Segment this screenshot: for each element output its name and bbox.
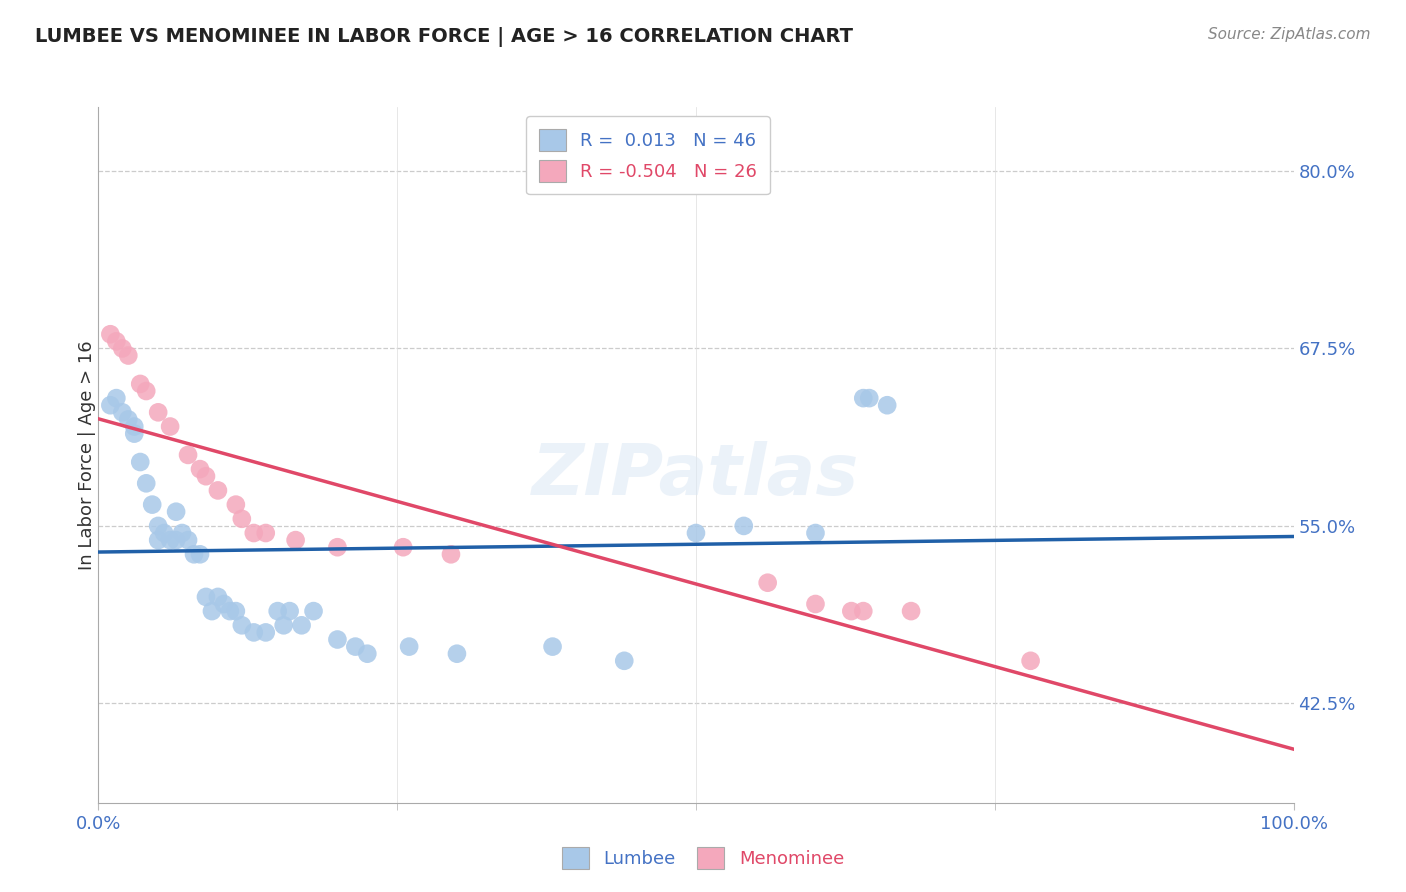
Point	[148, 405, 170, 419]
Point	[267, 604, 290, 618]
Point	[326, 632, 349, 647]
Point	[254, 526, 277, 541]
Point	[135, 384, 157, 398]
Point	[291, 618, 314, 632]
Point	[685, 526, 707, 541]
Point	[876, 398, 898, 412]
Text: Source: ZipAtlas.com: Source: ZipAtlas.com	[1208, 27, 1371, 42]
Point	[201, 604, 224, 618]
Point	[148, 519, 170, 533]
Point	[153, 526, 176, 541]
Point	[141, 498, 163, 512]
Point	[177, 448, 200, 462]
Point	[231, 512, 253, 526]
Legend: R =  0.013   N = 46, R = -0.504   N = 26: R = 0.013 N = 46, R = -0.504 N = 26	[526, 116, 770, 194]
Point	[440, 547, 463, 561]
Point	[219, 604, 242, 618]
Point	[124, 426, 146, 441]
Point	[852, 604, 875, 618]
Point	[148, 533, 170, 548]
Point	[105, 391, 128, 405]
Point	[541, 640, 564, 654]
Point	[254, 625, 277, 640]
Point	[841, 604, 863, 618]
Point	[165, 505, 187, 519]
Point	[852, 391, 875, 405]
Point	[392, 540, 415, 554]
Point	[195, 469, 218, 483]
Point	[225, 498, 247, 512]
Point	[900, 604, 922, 618]
Point	[188, 547, 211, 561]
Point	[858, 391, 880, 405]
Legend: Lumbee, Menominee: Lumbee, Menominee	[553, 838, 853, 879]
Point	[129, 376, 152, 391]
Point	[225, 604, 247, 618]
Point	[195, 590, 218, 604]
Point	[207, 483, 229, 498]
Point	[613, 654, 636, 668]
Point	[284, 533, 307, 548]
Point	[756, 575, 779, 590]
Point	[278, 604, 301, 618]
Point	[446, 647, 468, 661]
Point	[231, 618, 253, 632]
Point	[129, 455, 152, 469]
Point	[172, 526, 194, 541]
Point	[117, 349, 139, 363]
Point	[398, 640, 420, 654]
Point	[212, 597, 235, 611]
Point	[804, 526, 827, 541]
Point	[804, 597, 827, 611]
Point	[273, 618, 295, 632]
Point	[1019, 654, 1042, 668]
Point	[159, 419, 181, 434]
Text: LUMBEE VS MENOMINEE IN LABOR FORCE | AGE > 16 CORRELATION CHART: LUMBEE VS MENOMINEE IN LABOR FORCE | AGE…	[35, 27, 853, 46]
Point	[98, 398, 122, 412]
Text: ZIPatlas: ZIPatlas	[533, 442, 859, 510]
Y-axis label: In Labor Force | Age > 16: In Labor Force | Age > 16	[79, 340, 96, 570]
Point	[207, 590, 229, 604]
Point	[326, 540, 349, 554]
Point	[135, 476, 157, 491]
Point	[356, 647, 378, 661]
Point	[183, 547, 205, 561]
Point	[111, 405, 134, 419]
Point	[302, 604, 325, 618]
Point	[165, 533, 187, 548]
Point	[111, 342, 134, 356]
Point	[177, 533, 200, 548]
Point	[243, 526, 266, 541]
Point	[344, 640, 367, 654]
Point	[105, 334, 128, 349]
Point	[243, 625, 266, 640]
Point	[159, 533, 181, 548]
Point	[117, 412, 139, 426]
Point	[98, 327, 122, 342]
Point	[733, 519, 755, 533]
Point	[124, 419, 146, 434]
Point	[188, 462, 211, 476]
